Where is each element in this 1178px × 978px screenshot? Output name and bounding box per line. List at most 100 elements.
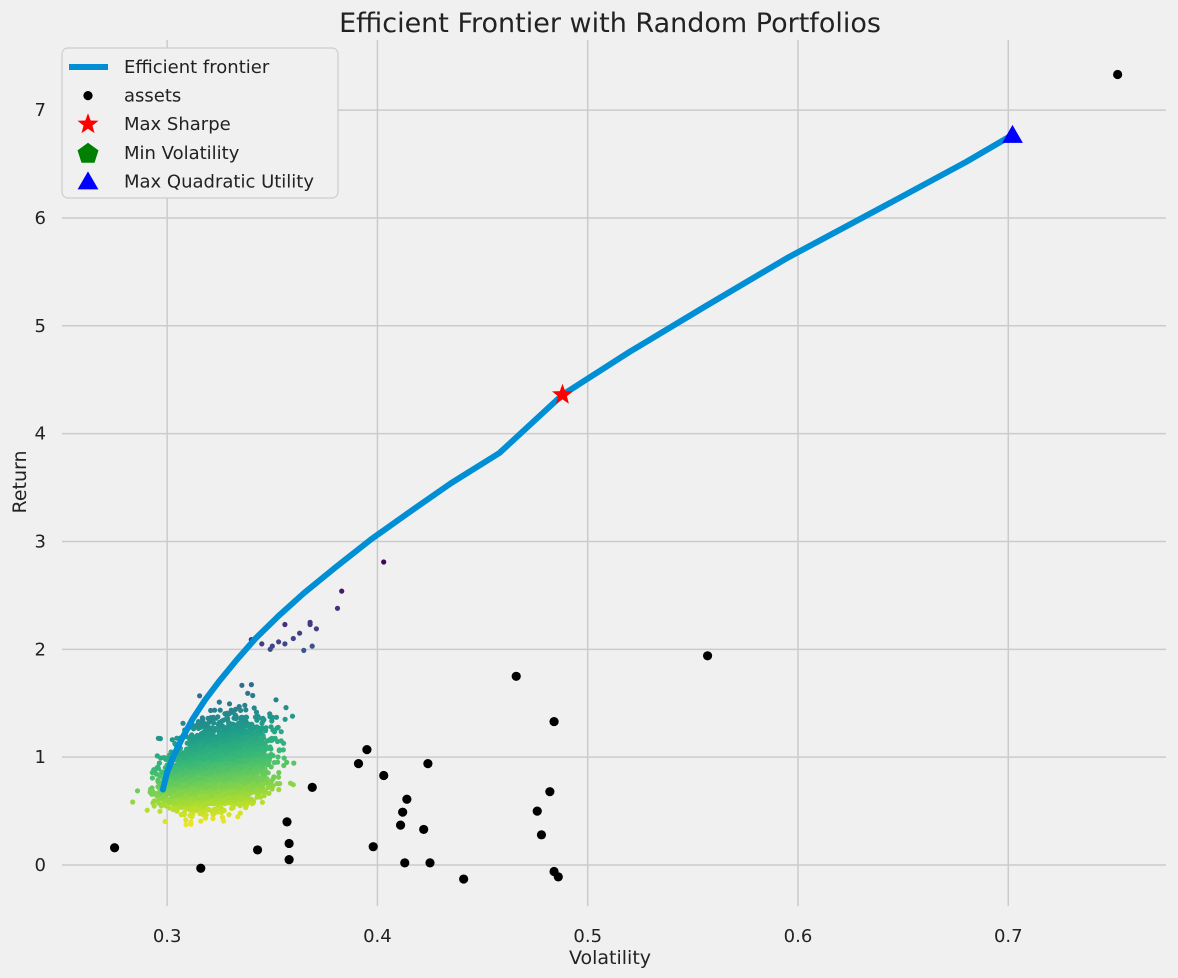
portfolio-point: [215, 734, 221, 740]
portfolio-point: [180, 800, 186, 806]
portfolio-point: [228, 789, 234, 795]
portfolio-point: [188, 757, 195, 763]
portfolio-point: [274, 725, 280, 731]
portfolio-point: [246, 787, 252, 793]
portfolio-point: [134, 788, 141, 794]
portfolio-point: [251, 768, 257, 774]
portfolio-point: [155, 764, 161, 770]
portfolio-point: [201, 801, 207, 807]
portfolio-point: [235, 752, 241, 759]
portfolio-point: [180, 789, 186, 795]
portfolio-point: [213, 775, 219, 781]
portfolio-point: [239, 682, 245, 688]
portfolio-point: [274, 781, 280, 787]
portfolio-point: [149, 775, 155, 781]
portfolio-point: [180, 783, 186, 789]
portfolio-point: [284, 759, 290, 766]
portfolio-point: [195, 720, 201, 727]
portfolio-point: [196, 801, 202, 808]
portfolio-point: [174, 735, 180, 741]
portfolio-point: [242, 802, 248, 808]
portfolio-point: [253, 777, 259, 783]
portfolio-point: [157, 808, 163, 814]
portfolio-point: [248, 796, 255, 802]
portfolio-point: [263, 725, 269, 731]
portfolio-point: [156, 760, 162, 766]
portfolio-point: [278, 729, 284, 735]
portfolio-point: [271, 729, 278, 735]
portfolio-point: [239, 795, 245, 801]
portfolio-point: [238, 714, 244, 720]
portfolio-point: [283, 705, 289, 711]
portfolio-point: [261, 793, 267, 799]
portfolio-point: [207, 778, 213, 784]
portfolio-point: [192, 786, 198, 793]
portfolio-point: [212, 707, 218, 713]
portfolio-point: [259, 799, 265, 805]
portfolio-point: [214, 807, 220, 813]
portfolio-point: [211, 742, 217, 748]
portfolio-point: [232, 771, 238, 778]
portfolio-point: [249, 721, 255, 727]
portfolio-point: [209, 808, 215, 814]
portfolio-point: [197, 811, 203, 817]
portfolio-point: [251, 705, 257, 711]
portfolio-point: [180, 720, 186, 726]
portfolio-point: [181, 812, 187, 818]
portfolio-point: [189, 751, 195, 757]
portfolio-point: [198, 731, 204, 737]
portfolio-point: [205, 800, 211, 807]
portfolio-point: [151, 798, 157, 804]
portfolio-point: [217, 772, 224, 778]
portfolio-point: [216, 783, 222, 789]
portfolio-point: [221, 807, 227, 814]
portfolio-point: [211, 720, 217, 726]
portfolio-point: [225, 716, 231, 722]
portfolio-point: [282, 716, 288, 722]
portfolio-point: [226, 701, 233, 707]
portfolio-point: [227, 733, 233, 739]
portfolio-point: [223, 760, 229, 766]
portfolio-point: [221, 737, 227, 744]
portfolio-point: [188, 778, 194, 784]
portfolio-point: [276, 747, 282, 753]
portfolio-point: [189, 814, 195, 820]
portfolio-point: [281, 755, 287, 761]
portfolio-point: [267, 737, 273, 743]
portfolio-point: [268, 751, 274, 757]
portfolio-point: [222, 745, 228, 751]
portfolio-point: [234, 735, 240, 741]
portfolio-point: [245, 690, 251, 696]
portfolio-point: [216, 699, 222, 705]
portfolio-point: [208, 707, 214, 714]
portfolio-point: [207, 751, 213, 757]
portfolio-point: [213, 761, 219, 767]
portfolio-point: [275, 759, 281, 765]
portfolio-point: [243, 707, 249, 713]
portfolio-point: [162, 793, 168, 799]
portfolio-point: [247, 743, 253, 749]
portfolio-point: [233, 784, 239, 790]
portfolio-point: [227, 782, 233, 788]
portfolio-point: [235, 757, 241, 764]
portfolio-point: [260, 718, 266, 724]
portfolio-point: [243, 714, 250, 721]
portfolio-point: [241, 752, 247, 759]
portfolio-point: [257, 751, 263, 757]
portfolio-point: [179, 751, 185, 757]
portfolio-point: [222, 750, 228, 756]
portfolio-point: [202, 727, 209, 733]
portfolio-point: [233, 776, 240, 782]
portfolio-point: [215, 768, 221, 774]
portfolio-point: [200, 749, 206, 755]
portfolio-point: [153, 771, 159, 777]
portfolio-point: [229, 742, 235, 748]
portfolio-point: [276, 770, 282, 776]
portfolio-point: [240, 747, 246, 753]
portfolio-point: [260, 746, 266, 752]
portfolio-point: [220, 776, 226, 782]
portfolio-point: [205, 765, 211, 771]
portfolio-point: [163, 803, 169, 809]
portfolio-point: [207, 787, 213, 794]
portfolio-point: [253, 709, 260, 715]
